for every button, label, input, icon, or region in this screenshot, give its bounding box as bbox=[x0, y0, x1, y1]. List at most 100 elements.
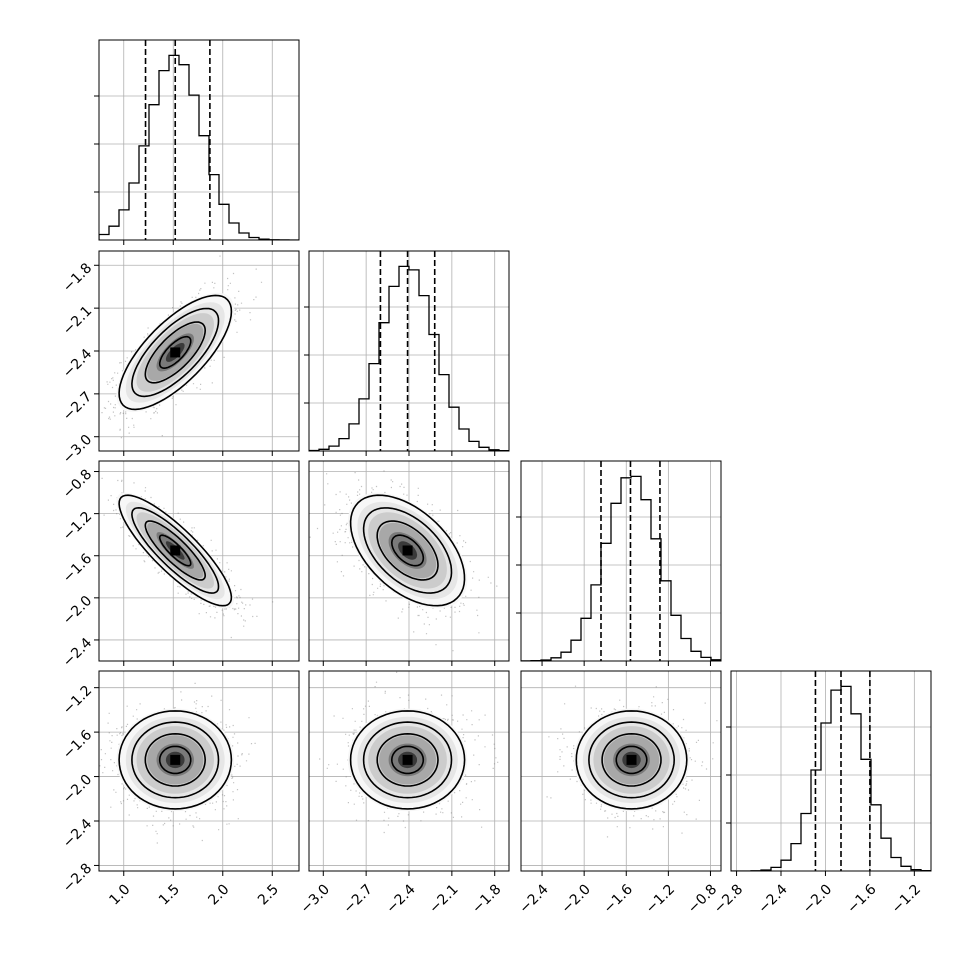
panel-frame bbox=[98, 670, 300, 872]
panel-content bbox=[99, 671, 299, 871]
x-tick-label: −1.8 bbox=[469, 881, 504, 916]
x-tick-label: −3.0 bbox=[298, 881, 333, 916]
scatter-point bbox=[309, 470, 498, 652]
grid bbox=[521, 461, 721, 661]
x-tick-label: −2.7 bbox=[341, 881, 376, 916]
y-tick-label: −0.8 bbox=[60, 467, 95, 502]
panel-content bbox=[99, 251, 299, 451]
grid bbox=[99, 251, 299, 451]
contour-line bbox=[118, 710, 233, 810]
panel-3-1 bbox=[308, 670, 510, 876]
contour-line bbox=[376, 732, 439, 787]
y-tick-label: −1.8 bbox=[60, 260, 95, 295]
y-tick-label: −1.6 bbox=[60, 727, 95, 762]
contour-line bbox=[158, 745, 192, 775]
x-tick-label: −1.2 bbox=[643, 881, 678, 916]
histogram bbox=[731, 685, 931, 871]
panel-frame bbox=[520, 670, 722, 872]
x-tick-label: −1.6 bbox=[844, 881, 879, 916]
contour-line bbox=[144, 732, 207, 787]
x-tick-label: −2.4 bbox=[755, 881, 790, 916]
x-tick-label: −2.4 bbox=[383, 881, 418, 916]
contour-line bbox=[118, 294, 233, 411]
x-tick-label: −2.0 bbox=[559, 881, 594, 916]
panel-content bbox=[99, 461, 299, 661]
scatter-points bbox=[309, 470, 498, 652]
contour-line bbox=[349, 710, 466, 810]
y-tick-label: −2.0 bbox=[60, 772, 95, 807]
panel-2-1 bbox=[308, 460, 510, 666]
x-tick-label: −2.4 bbox=[516, 881, 551, 916]
panel-2-0 bbox=[94, 460, 300, 666]
panel-content bbox=[309, 671, 509, 871]
contour-line bbox=[131, 506, 220, 594]
y-tick-label: −1.2 bbox=[60, 683, 95, 718]
contour-line bbox=[118, 494, 233, 607]
grid bbox=[309, 251, 509, 451]
panel-content bbox=[731, 671, 931, 871]
x-tick-label: −1.6 bbox=[601, 881, 636, 916]
contour-line bbox=[144, 321, 207, 384]
x-tick-label: 1.5 bbox=[156, 881, 183, 908]
x-tick-label: 2.5 bbox=[255, 881, 282, 908]
y-tick-label: −1.6 bbox=[60, 551, 95, 586]
contour-line bbox=[131, 721, 220, 799]
contour-line bbox=[158, 335, 192, 370]
x-tick-label: 1.0 bbox=[106, 881, 133, 908]
contour-line bbox=[376, 520, 439, 581]
panel-content bbox=[99, 40, 299, 240]
panel-1-1 bbox=[304, 250, 510, 456]
density-peak bbox=[626, 754, 637, 765]
panel-frame bbox=[730, 670, 932, 872]
contour-line bbox=[615, 745, 648, 775]
y-tick-label: −2.7 bbox=[60, 389, 95, 424]
panel-content bbox=[309, 251, 509, 451]
grid bbox=[99, 40, 299, 240]
x-tick-label: 2.0 bbox=[205, 881, 232, 908]
histogram bbox=[521, 475, 721, 661]
panel-3-3 bbox=[726, 670, 932, 876]
panel-frame bbox=[520, 460, 722, 662]
contour-line bbox=[390, 745, 425, 775]
panel-2-2 bbox=[516, 460, 722, 666]
y-tick-label: −2.4 bbox=[60, 635, 95, 670]
contour-line bbox=[144, 520, 207, 581]
x-tick-label: −2.0 bbox=[800, 881, 835, 916]
panel-content bbox=[309, 461, 509, 661]
panel-content bbox=[521, 671, 721, 871]
contour-line bbox=[131, 307, 220, 398]
x-tick-label: −2.1 bbox=[426, 881, 461, 916]
contour-line bbox=[588, 721, 676, 799]
contour-line bbox=[362, 721, 453, 799]
density-peak bbox=[170, 545, 181, 556]
histogram bbox=[99, 54, 299, 240]
panel-3-0 bbox=[94, 670, 300, 876]
panel-1-0 bbox=[94, 250, 300, 456]
contour-line bbox=[362, 507, 453, 594]
panel-content bbox=[521, 461, 721, 661]
x-tick-label: −1.2 bbox=[889, 881, 924, 916]
histogram bbox=[309, 265, 509, 451]
y-tick-label: −2.4 bbox=[60, 816, 95, 851]
contour-line bbox=[601, 732, 662, 787]
y-tick-label: −2.8 bbox=[60, 860, 95, 895]
contour-line bbox=[390, 534, 425, 567]
contour-line bbox=[349, 494, 466, 607]
x-tick-label: −0.8 bbox=[685, 881, 720, 916]
y-tick-label: −2.0 bbox=[60, 593, 95, 628]
y-tick-label: −3.0 bbox=[60, 432, 95, 467]
panel-0-0 bbox=[94, 39, 300, 245]
panel-frame bbox=[98, 39, 300, 241]
x-tick-label: −2.8 bbox=[711, 881, 746, 916]
panel-3-2 bbox=[520, 670, 722, 876]
y-tick-label: −2.4 bbox=[60, 346, 95, 381]
density-peak bbox=[402, 754, 413, 765]
y-tick-label: −1.2 bbox=[60, 509, 95, 544]
contour-line bbox=[575, 710, 688, 810]
density-peak bbox=[402, 545, 413, 556]
y-tick-label: −2.1 bbox=[60, 303, 95, 338]
panel-frame bbox=[98, 460, 300, 662]
density-peak bbox=[170, 754, 181, 765]
density-peak bbox=[170, 347, 181, 358]
